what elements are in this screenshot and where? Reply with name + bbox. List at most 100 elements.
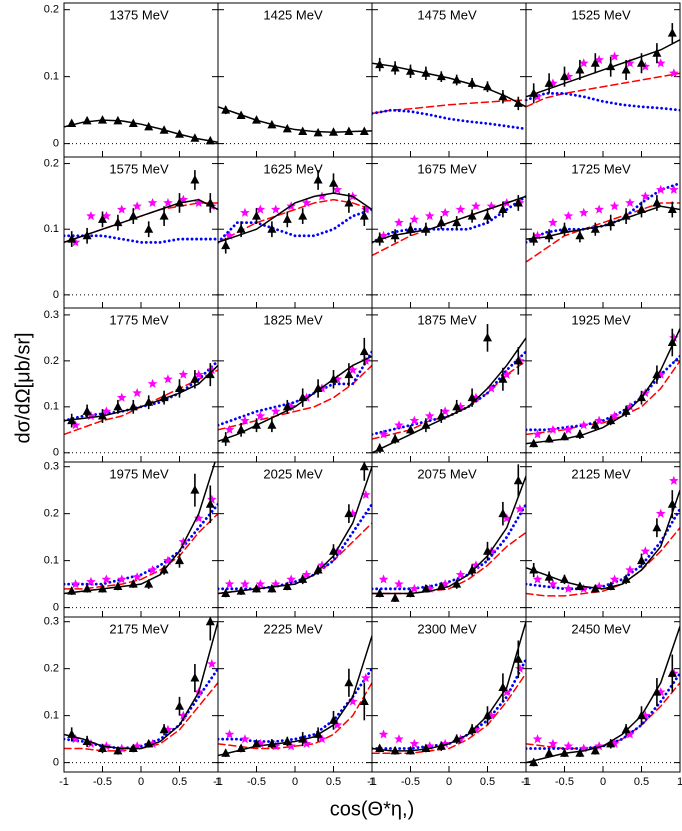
- star-point: [163, 555, 173, 565]
- data-point: [67, 729, 77, 738]
- star-point: [548, 78, 558, 88]
- panel-title: 1975 MeV: [109, 466, 169, 481]
- data-point: [113, 745, 123, 755]
- star-point: [116, 574, 127, 584]
- star-point: [240, 579, 250, 589]
- star-point: [578, 58, 589, 68]
- panel-title: 2025 MeV: [263, 466, 323, 481]
- panel: -1 -0.5 0 0.5 1 2450 MeV: [521, 616, 682, 788]
- curve: [218, 350, 372, 427]
- star-point: [455, 401, 466, 411]
- y-axis-label: dσ/dΩ[μb/sr]: [12, 332, 34, 443]
- plot-area: [64, 462, 218, 595]
- data-point: [375, 443, 385, 452]
- data-point: [375, 59, 385, 69]
- curve: [372, 475, 526, 595]
- data-point: [421, 420, 431, 429]
- star-point: [86, 576, 96, 586]
- data-point: [637, 204, 646, 214]
- data-point: [252, 420, 261, 429]
- star-point: [594, 204, 604, 214]
- data-point: [375, 743, 385, 753]
- star-point: [625, 565, 635, 575]
- data-point: [421, 68, 431, 77]
- data-point: [652, 522, 662, 532]
- plot-area: [372, 194, 526, 257]
- x-tick-label: 1: [215, 776, 221, 788]
- data-point: [329, 127, 338, 136]
- star-point: [178, 710, 189, 720]
- data-point: [67, 415, 77, 425]
- data-point: [190, 174, 200, 184]
- data-point: [513, 197, 523, 207]
- data-point: [190, 673, 200, 682]
- star-point: [132, 741, 142, 751]
- panel: 1925 MeV: [525, 307, 681, 463]
- data-point: [483, 81, 492, 91]
- data-point: [606, 581, 616, 590]
- plot-area: [526, 181, 680, 263]
- star-point: [378, 729, 389, 739]
- curve: [526, 527, 680, 597]
- y-tick-label: 0.2: [44, 663, 59, 675]
- curve: [64, 198, 218, 244]
- data-point: [436, 741, 446, 750]
- x-tick-label: -1: [367, 776, 377, 788]
- data-point: [298, 392, 308, 402]
- panel: 1525 MeV: [525, 2, 681, 158]
- panel: -1 -0.5 0 0.5 1 2300 MeV: [367, 616, 529, 788]
- star-point: [301, 392, 312, 402]
- data-point: [529, 88, 539, 97]
- star-point: [532, 734, 543, 744]
- star-point: [147, 378, 158, 388]
- star-point: [347, 365, 358, 375]
- data-point: [390, 230, 400, 240]
- data-point: [344, 126, 354, 136]
- data-point: [67, 234, 77, 243]
- data-point: [406, 745, 415, 755]
- data-point: [606, 415, 616, 425]
- data-point: [590, 745, 600, 755]
- star-point: [609, 51, 620, 61]
- data-point: [667, 28, 677, 37]
- data-point: [406, 224, 415, 233]
- panel: 1825 MeV: [217, 307, 373, 463]
- star-point: [409, 415, 420, 425]
- star-point: [471, 392, 481, 402]
- data-point: [267, 583, 277, 593]
- x-tick-label: 0: [446, 776, 452, 788]
- star-point: [424, 211, 435, 221]
- plot-area: [64, 359, 218, 436]
- star-point: [255, 204, 266, 214]
- star-point: [455, 204, 466, 214]
- data-point: [236, 224, 246, 233]
- data-point: [390, 434, 400, 443]
- data-point: [621, 574, 631, 583]
- star-point: [655, 369, 666, 379]
- star-point: [147, 197, 158, 207]
- data-point: [267, 119, 277, 129]
- data-point: [128, 579, 138, 588]
- data-point: [621, 64, 631, 74]
- data-point: [575, 581, 585, 590]
- star-point: [563, 583, 574, 593]
- data-point: [221, 588, 231, 598]
- star-point: [669, 68, 679, 78]
- y-tick-label: 0: [53, 138, 59, 150]
- curve: [372, 195, 526, 244]
- star-point: [70, 579, 81, 589]
- curve: [372, 350, 526, 436]
- x-tick-label: 1: [523, 776, 529, 788]
- y-tick-label: 0: [53, 289, 59, 301]
- data-point: [113, 217, 123, 227]
- star-point: [609, 201, 620, 211]
- plot-area: [218, 462, 372, 598]
- star-point: [70, 420, 81, 430]
- star-point: [578, 583, 589, 593]
- data-point: [190, 133, 200, 142]
- data-point: [560, 71, 569, 81]
- data-point: [606, 61, 616, 71]
- data-point: [452, 401, 462, 411]
- data-point: [313, 174, 323, 184]
- star-point: [332, 184, 343, 194]
